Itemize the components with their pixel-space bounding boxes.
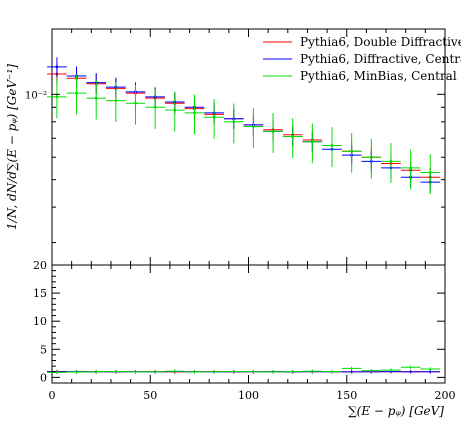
data-point <box>232 120 236 124</box>
data-point <box>310 140 314 144</box>
data-point <box>55 95 59 99</box>
data-point <box>252 125 255 128</box>
data-point <box>330 144 334 147</box>
x-ticks-ratio: 0 50 100 150 200 <box>49 265 456 402</box>
legend: Pythia6, Double Diffractive Pythia6, Diff… <box>263 35 461 83</box>
data-point <box>134 101 137 105</box>
y-axis-label: 1/N, dN/d∑(E − pᵩ) [GeV⁻¹] <box>5 64 19 230</box>
data-point <box>153 105 157 109</box>
data-point <box>350 149 354 153</box>
x-tick-label: 200 <box>435 389 456 402</box>
data-point <box>291 135 295 138</box>
data-point <box>389 159 393 163</box>
data-point <box>428 171 432 174</box>
ratio-data-marks <box>47 365 441 375</box>
y-tick-main-label: 10⁻² <box>25 90 47 101</box>
data-point <box>409 166 413 170</box>
data-point <box>173 108 177 112</box>
ratio-plot-frame <box>51 264 446 384</box>
x-tick-label: 50 <box>143 389 157 402</box>
x-ticks-main <box>51 29 446 265</box>
data-point <box>193 111 196 115</box>
data-point <box>271 129 275 133</box>
y-tick-ratio-label: 0 <box>40 371 47 384</box>
data-point <box>212 115 216 119</box>
y-tick-ratio-label: 5 <box>40 343 47 356</box>
legend-label: Pythia6, Double Diffractive <box>300 35 461 49</box>
data-point <box>75 91 78 95</box>
y-ticks-main: 10⁻² <box>25 90 445 244</box>
y-tick-ratio-label: 15 <box>33 287 47 300</box>
y-tick-ratio-label: 10 <box>33 315 47 328</box>
legend-label: Pythia6, Diffractive, Central <box>300 52 461 66</box>
legend-label: Pythia6, MinBias, Central <box>300 69 457 83</box>
x-axis-label: ∑(E − pᵩ) [GeV] <box>348 404 444 418</box>
x-tick-label: 150 <box>336 389 357 402</box>
x-tick-label: 0 <box>49 389 56 402</box>
y-tick-ratio-label: 20 <box>33 259 47 272</box>
data-point <box>55 65 59 69</box>
x-tick-label: 100 <box>238 389 259 402</box>
data-point <box>94 96 98 100</box>
main-data-marks <box>47 57 441 194</box>
data-point <box>369 155 373 159</box>
data-point <box>114 99 118 103</box>
y-ticks-ratio: 0 5 10 15 20 <box>33 259 445 384</box>
